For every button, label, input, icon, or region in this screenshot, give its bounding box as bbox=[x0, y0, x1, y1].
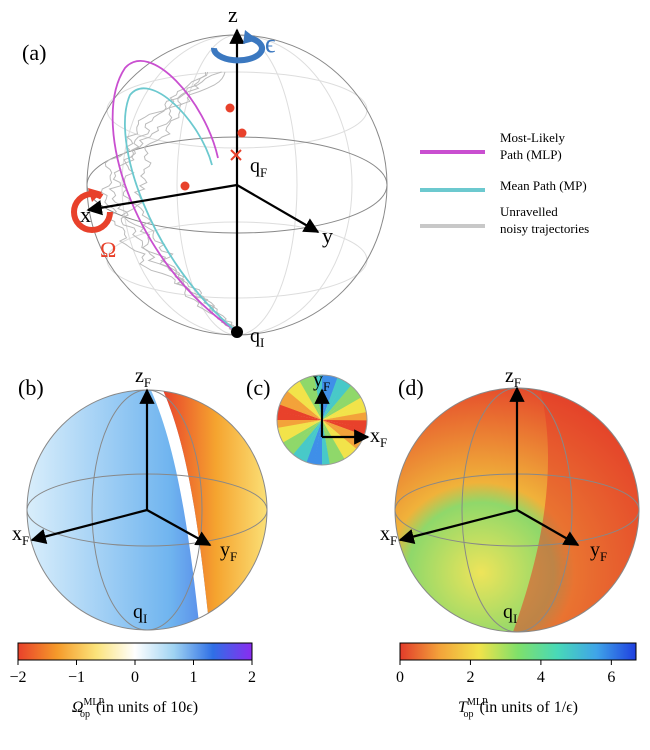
disk-wedge bbox=[322, 420, 338, 465]
colorbar-title: ΩMLP op (in units of 10ϵ) bbox=[72, 697, 198, 720]
omega: Ω bbox=[100, 237, 116, 262]
colorbar: 0 2 4 6 TMLP op (in units of 1/ϵ) bbox=[396, 642, 637, 720]
colorbar-tick-label: 0 bbox=[131, 669, 139, 686]
state-label: qI bbox=[503, 601, 517, 626]
disk-wedge bbox=[283, 390, 322, 420]
disk-wedge bbox=[322, 420, 361, 450]
axis-label: zF bbox=[135, 365, 151, 390]
axis-label: xF bbox=[12, 523, 29, 548]
disk-wedge bbox=[293, 380, 322, 420]
disk-wedge bbox=[322, 420, 345, 463]
colorbar-tick-label: −2 bbox=[9, 669, 26, 686]
axis-label: y bbox=[322, 223, 333, 248]
disk-wedge bbox=[279, 420, 322, 443]
disk-wedge bbox=[322, 420, 351, 460]
colorbar-tick-label: 4 bbox=[537, 669, 545, 686]
disk-wedge bbox=[306, 420, 322, 465]
noisy-trajectory bbox=[133, 71, 238, 333]
disk-wedge bbox=[322, 385, 357, 420]
legend-text: noisy trajectories bbox=[500, 221, 589, 236]
disk-wedge bbox=[277, 404, 322, 420]
colorbar-tick-label: 6 bbox=[607, 669, 615, 686]
colorbar-gradient bbox=[17, 642, 253, 661]
legend-text: Mean Path (MP) bbox=[500, 178, 587, 193]
disk-wedge bbox=[287, 385, 322, 420]
axis-label: xF bbox=[370, 425, 387, 450]
state-label: qF bbox=[250, 155, 267, 180]
disk-wedge bbox=[299, 420, 322, 463]
axis-label: zF bbox=[505, 365, 521, 390]
axis-label: xF bbox=[380, 523, 397, 548]
panel-label: (c) bbox=[246, 375, 270, 400]
epsilon: ϵ bbox=[265, 29, 276, 58]
disk-wedge bbox=[277, 420, 322, 436]
colorbar-tick-label: 2 bbox=[248, 669, 256, 686]
colorbar-title: TMLP op (in units of 1/ϵ) bbox=[458, 697, 578, 720]
disk-wedge bbox=[321, 420, 330, 465]
axis-label: z bbox=[228, 2, 238, 27]
legend: Most-Likely Path (MLP) Mean Path (MP) Unrav… bbox=[420, 130, 589, 236]
disk-wedge bbox=[322, 404, 367, 420]
noisy-trajectory bbox=[121, 71, 238, 333]
disk-wedge bbox=[322, 397, 365, 420]
colorbar-tick-label: 1 bbox=[190, 669, 198, 686]
legend-text: Most-Likely bbox=[500, 130, 565, 145]
state-label: qI bbox=[133, 601, 147, 626]
axis-label: yF bbox=[220, 539, 237, 564]
axis-label: yF bbox=[590, 539, 607, 564]
disk-wedge bbox=[282, 420, 322, 449]
colorbar-tick-label: 2 bbox=[466, 669, 474, 686]
disk-wedge bbox=[299, 377, 322, 420]
disk-wedge bbox=[277, 419, 322, 428]
axis-label: x bbox=[80, 202, 91, 227]
disk-wedge bbox=[292, 420, 322, 459]
disk-wedge bbox=[322, 381, 352, 420]
colorbar: −2 −1 0 1 2 ΩMLP op (in units of 10ϵ) bbox=[9, 642, 256, 720]
disk-wedge bbox=[322, 375, 338, 420]
disk-outline bbox=[276, 374, 368, 466]
disk-wedge bbox=[322, 377, 345, 420]
state-label: qI bbox=[250, 325, 264, 350]
colorbar-gradient bbox=[399, 642, 637, 661]
axis-label: yF bbox=[313, 369, 330, 394]
panel-label: (a) bbox=[22, 40, 46, 65]
bloch-sphere bbox=[71, 28, 388, 338]
disk-wedge bbox=[287, 420, 322, 455]
colorbar-tick-label: 0 bbox=[396, 669, 404, 686]
disk-wedge bbox=[279, 397, 322, 420]
disk-wedge bbox=[322, 412, 367, 421]
noisy-trajectory bbox=[100, 71, 238, 333]
disk-wedge bbox=[322, 391, 362, 420]
legend-text: Unravelled bbox=[500, 204, 558, 219]
panel-label: (b) bbox=[18, 375, 44, 400]
legend-text: Path (MLP) bbox=[500, 147, 562, 162]
panel-label: (d) bbox=[398, 375, 424, 400]
colorbar-tick-label: −1 bbox=[68, 669, 85, 686]
